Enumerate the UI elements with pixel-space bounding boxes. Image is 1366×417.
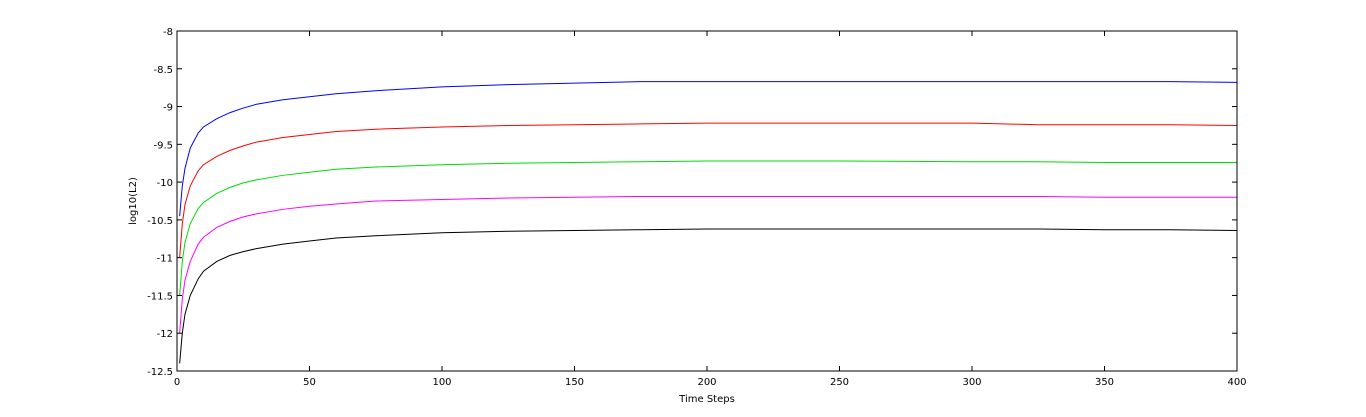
- x-tick-label: 200: [697, 377, 716, 388]
- series-layer: [179, 81, 1238, 364]
- x-tick-label: 350: [1095, 377, 1114, 388]
- y-tick-label: -9.5: [153, 140, 173, 151]
- series-line-4: [179, 195, 1237, 334]
- tick-layer: 0 50 100 150 200 250 300 350 400 -8 -8.5 -9 -9.5 -10 -…: [147, 27, 1246, 388]
- x-tick-label: 400: [1227, 377, 1246, 388]
- y-tick-label: -9: [163, 103, 173, 114]
- series-line-1: [179, 81, 1238, 217]
- series-line-5: [179, 228, 1238, 364]
- y-tick-label: -10: [157, 178, 173, 189]
- x-tick-label: 50: [303, 377, 316, 388]
- y-tick-label: -10.5: [147, 216, 173, 227]
- axes-box: [176, 30, 1238, 372]
- y-tick-label: -12: [157, 329, 173, 340]
- x-tick-label: 250: [830, 377, 849, 388]
- x-tick-label: 100: [432, 377, 451, 388]
- plot-area-background: [177, 31, 1237, 371]
- y-tick-label: -11: [157, 254, 173, 265]
- y-tick-label: -8: [163, 27, 173, 38]
- x-tick-label: 300: [962, 377, 981, 388]
- series-line-3: [179, 160, 1237, 296]
- y-tick-label: -8.5: [153, 65, 173, 76]
- y-tick-label: -12.5: [147, 367, 173, 378]
- x-axis-title: Time Steps: [678, 394, 735, 405]
- x-tick-label: 150: [565, 377, 584, 388]
- x-tick-label: 0: [174, 377, 180, 388]
- series-line-2: [179, 122, 1238, 258]
- y-tick-label: -11.5: [147, 291, 173, 302]
- y-axis-title: log10(L2): [128, 177, 139, 225]
